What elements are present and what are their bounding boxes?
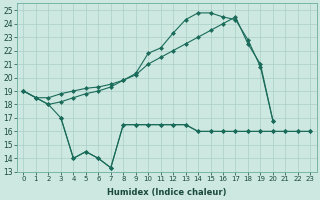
X-axis label: Humidex (Indice chaleur): Humidex (Indice chaleur) <box>107 188 227 197</box>
